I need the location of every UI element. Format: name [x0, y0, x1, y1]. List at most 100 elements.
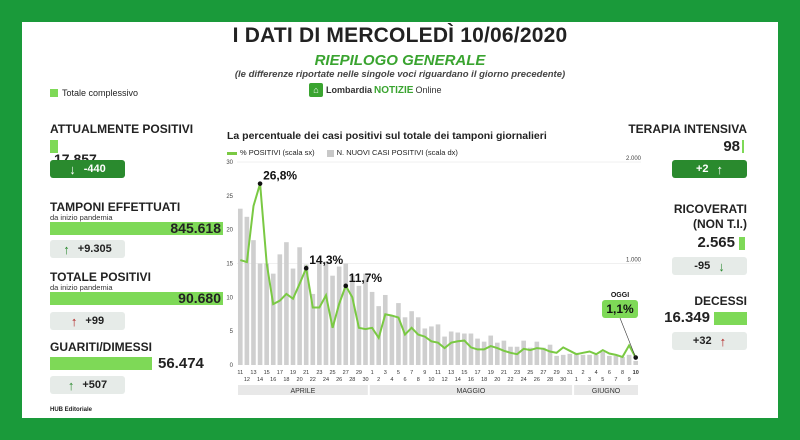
x-tick-label: 5 — [601, 377, 604, 383]
x-tick-label: 28 — [547, 377, 553, 383]
y-right-tick-label: 1.000 — [626, 258, 642, 264]
totale-positivi-value: 90.680 — [50, 291, 223, 305]
bar-new-cases — [429, 326, 434, 365]
x-tick-label: 5 — [397, 370, 400, 376]
x-tick-label: 28 — [349, 377, 355, 383]
totale-positivi-delta-value: +99 — [85, 315, 105, 327]
bar-new-cases — [310, 293, 316, 365]
guariti-bar — [50, 357, 152, 370]
bar-new-cases — [593, 354, 599, 365]
y-left-tick-label: 0 — [230, 363, 234, 369]
decessi-label: DECESSI — [694, 294, 747, 308]
arrow-down-icon: ↓ — [69, 161, 76, 177]
bar-new-cases — [600, 351, 606, 365]
bar-new-cases — [277, 254, 283, 365]
legend-line-item: % POSITIVI (scala sx) — [227, 148, 315, 157]
x-tick-label: 17 — [474, 370, 480, 376]
today-value: 1,1% — [606, 302, 634, 316]
x-tick-label: 3 — [384, 370, 387, 376]
x-tick-label: 14 — [257, 377, 263, 383]
x-tick-label: 23 — [514, 370, 520, 376]
bar-new-cases — [330, 275, 335, 365]
arrow-up-icon: ↑ — [67, 377, 75, 393]
y-left-tick-label: 20 — [226, 228, 233, 234]
bar-new-cases — [350, 275, 355, 365]
bar-new-cases — [422, 328, 428, 365]
page-title: I DATI DI MERCOLEDÌ 10/06/2020 — [232, 24, 568, 47]
page-subtitle: RIEPILOGO GENERALE — [314, 52, 486, 69]
legend-line-icon — [227, 151, 237, 155]
bar-new-cases — [554, 355, 559, 365]
ricoverati-label-2: (NON T.I.) — [693, 217, 747, 231]
totale-positivi-sub: da inizio pandemia — [50, 283, 113, 292]
month-label: GIUGNO — [592, 388, 621, 395]
x-tick-label: 31 — [567, 370, 573, 376]
x-tick-label: 30 — [560, 377, 566, 383]
x-tick-label: 18 — [481, 377, 487, 383]
bar-new-cases — [574, 352, 579, 365]
bar-new-cases — [396, 303, 401, 365]
bar-new-cases — [547, 344, 553, 365]
guariti-delta: ↑ +507 — [50, 376, 125, 394]
chart-legend: % POSITIVI (scala sx) N. NUOVI CASI POSI… — [227, 148, 458, 157]
attualmente-positivi-delta: ↓ -440 — [50, 160, 125, 178]
month-band — [369, 385, 573, 395]
bar-new-cases — [468, 333, 474, 365]
bar-new-cases — [514, 346, 520, 365]
bar-new-cases — [317, 262, 322, 365]
bar-new-cases — [389, 315, 395, 365]
x-tick-label: 10 — [633, 370, 639, 376]
x-tick-label: 2 — [581, 370, 584, 376]
bar-new-cases — [495, 342, 500, 365]
x-tick-label: 29 — [356, 370, 362, 376]
x-tick-label: 9 — [628, 377, 631, 383]
terapia-delta-value: +2 — [695, 163, 709, 175]
bar-new-cases — [290, 268, 296, 365]
month-label: MAGGIO — [457, 388, 486, 395]
bar-new-cases — [244, 216, 250, 365]
tamponi-sub: da inizio pandemia — [50, 213, 113, 222]
y-left-tick-label: 25 — [226, 194, 233, 200]
x-tick-label: 16 — [468, 377, 474, 383]
infographic-frame: I DATI DI MERCOLEDÌ 10/06/2020 RIEPILOGO… — [22, 22, 778, 418]
y-left-tick-label: 5 — [230, 329, 234, 335]
bar-new-cases — [541, 347, 546, 365]
x-tick-label: 26 — [336, 377, 342, 383]
ricoverati-delta-value: -95 — [694, 260, 711, 272]
bar-new-cases — [297, 247, 302, 365]
bar-new-cases — [237, 208, 243, 365]
x-tick-label: 4 — [390, 377, 393, 383]
x-tick-label: 9 — [423, 370, 426, 376]
terapia-value: 98 — [723, 138, 740, 155]
totale-positivi-label: TOTALE POSITIVI — [50, 270, 151, 284]
x-tick-label: 16 — [270, 377, 276, 383]
legend-bar-icon — [326, 149, 334, 157]
annotation-label: 26,8% — [263, 169, 297, 183]
x-tick-label: 11 — [237, 370, 243, 376]
bar-new-cases — [415, 317, 421, 365]
guariti-value: 56.474 — [158, 355, 204, 372]
x-tick-label: 19 — [488, 370, 494, 376]
totale-positivi-delta: ↑ +99 — [50, 312, 125, 330]
y-left-tick-label: 15 — [226, 262, 233, 268]
bar-new-cases — [270, 273, 276, 365]
guariti-label: GUARITI/DIMESSI — [50, 340, 153, 354]
attualmente-positivi-label: ATTUALMENTE POSITIVI — [50, 122, 194, 136]
guariti-delta-value: +507 — [82, 379, 108, 391]
month-label: APRILE — [290, 388, 315, 395]
terapia-bar — [742, 140, 744, 153]
bar-new-cases — [435, 324, 441, 365]
tamponi-label: TAMPONI EFFETTUATI — [50, 200, 181, 214]
x-tick-label: 20 — [494, 377, 500, 383]
bar-new-cases — [501, 340, 507, 365]
x-tick-label: 30 — [362, 377, 368, 383]
ricoverati-value: 2.565 — [697, 234, 735, 251]
bar-new-cases — [402, 317, 408, 365]
arrow-up-icon: ↑ — [63, 241, 70, 257]
bar-new-cases — [626, 354, 632, 365]
bar-new-cases — [455, 332, 461, 365]
bar-new-cases — [251, 240, 256, 365]
x-tick-label: 6 — [608, 370, 611, 376]
brand-pre: Lombardia — [326, 85, 373, 95]
x-tick-label: 27 — [540, 370, 546, 376]
